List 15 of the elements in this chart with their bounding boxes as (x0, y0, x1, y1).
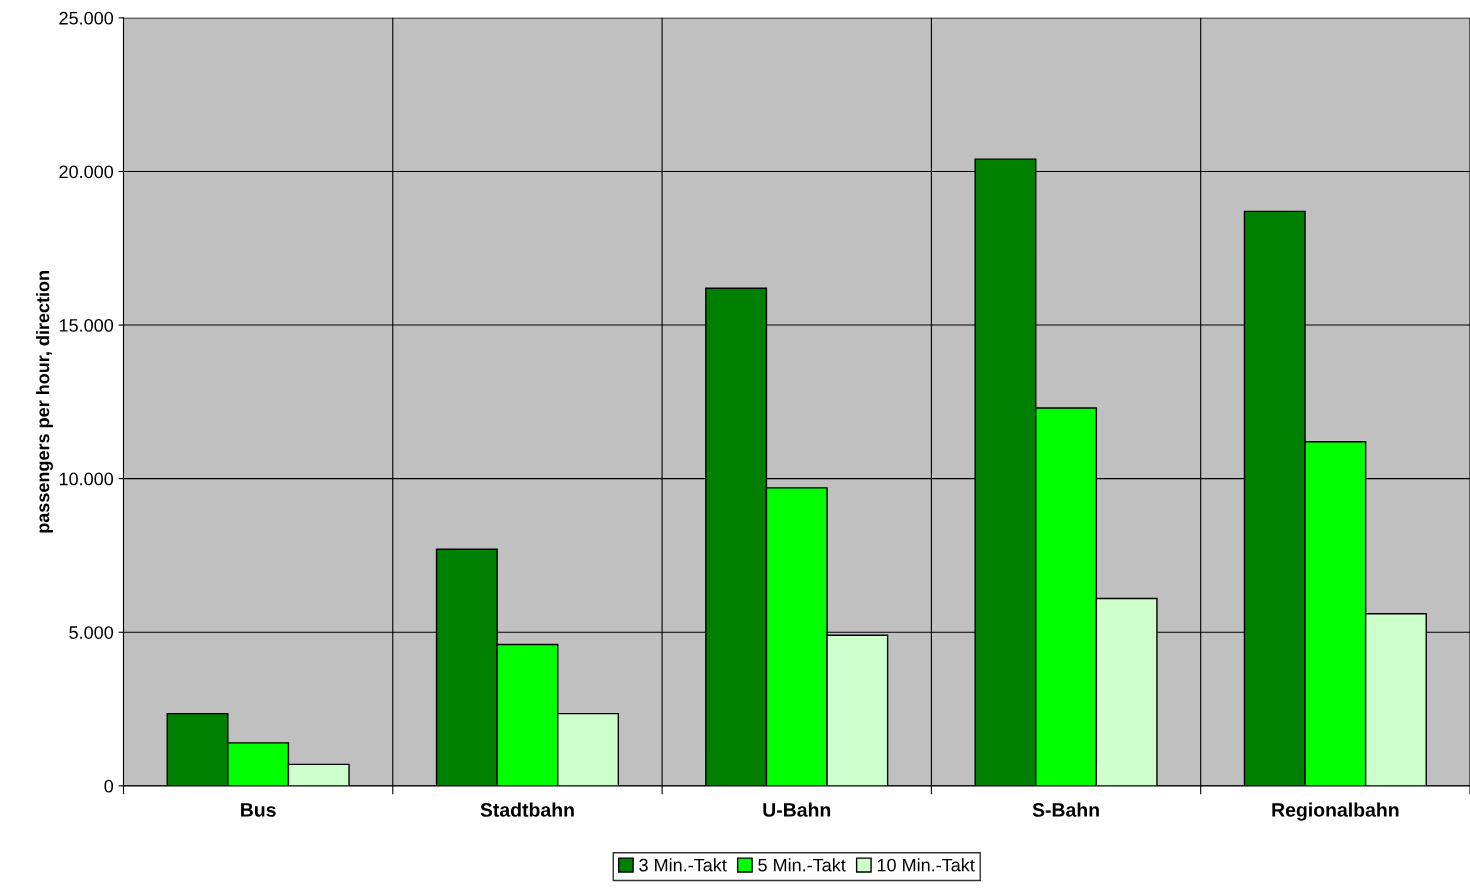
x-tick-label: Stadtbahn (480, 802, 574, 817)
x-tick-label: U-Bahn (763, 802, 831, 817)
y-tick-label: 25.000 (59, 11, 114, 25)
legend-label: 10 Min.-Takt (877, 858, 975, 872)
x-tick-label: S-Bahn (1032, 802, 1099, 817)
legend-label: 5 Min.-Takt (758, 858, 846, 872)
legend-label: 3 Min.-Takt (639, 858, 727, 872)
y-tick-label: 5.000 (69, 626, 114, 639)
y-tick-label: 15.000 (59, 318, 114, 332)
x-tick-label: Bus (241, 803, 276, 817)
y-tick-label: 10.000 (59, 472, 114, 486)
y-tick-label: 0 (104, 779, 114, 793)
y-axis-title: passengers per hour, direction (36, 271, 53, 533)
x-tick-label: Regionalbahn (1272, 802, 1399, 821)
y-tick-label: 20.000 (59, 165, 114, 179)
